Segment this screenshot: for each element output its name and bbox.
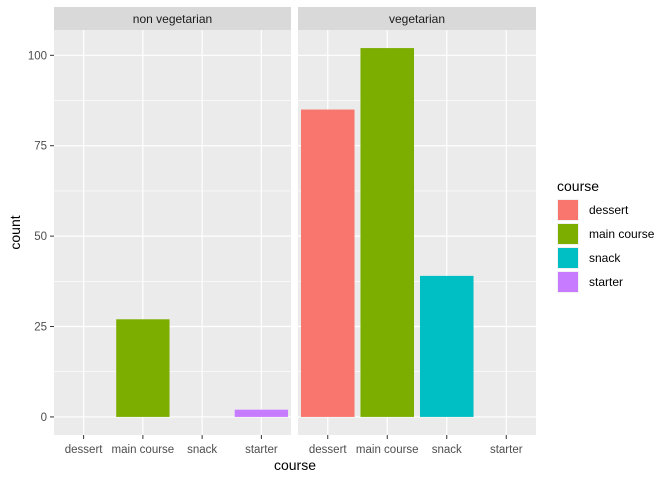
y-tick-label: 100: [28, 50, 47, 62]
x-axis-title: course: [274, 457, 316, 473]
facet-strip-label: non vegetarian: [133, 12, 212, 26]
facet-strip: [54, 7, 291, 30]
y-tick-label: 0: [41, 412, 47, 424]
x-tick-label: starter: [245, 444, 278, 456]
legend-label: snack: [589, 251, 621, 265]
bar-snack: [419, 275, 474, 417]
panel-background: [54, 30, 291, 435]
bar-main-course: [116, 319, 170, 417]
legend-label: main course: [589, 227, 655, 241]
legend-key-swatch: [558, 272, 578, 292]
legend-key-swatch: [558, 200, 578, 220]
y-tick-label: 75: [34, 141, 47, 153]
bar-main-course: [360, 48, 415, 417]
x-tick-label: snack: [187, 444, 217, 456]
x-tick-label: dessert: [309, 444, 348, 456]
bar-dessert: [300, 109, 355, 417]
facet-strip-label: vegetarian: [389, 12, 445, 26]
x-tick-label: snack: [432, 444, 462, 456]
x-tick-label: dessert: [65, 444, 104, 456]
y-axis-title: count: [7, 215, 23, 249]
y-tick-label: 50: [34, 231, 47, 243]
bar-starter: [234, 409, 289, 417]
legend-key-swatch: [558, 248, 578, 268]
legend-label: dessert: [589, 203, 629, 217]
legend-key-swatch: [558, 224, 578, 244]
x-tick-label: main course: [356, 444, 419, 456]
x-tick-label: main course: [112, 444, 175, 456]
legend-title: course: [557, 178, 599, 194]
legend-label: starter: [589, 275, 623, 289]
x-tick-label: starter: [490, 444, 523, 456]
facet-strip: [298, 7, 536, 30]
y-tick-label: 25: [34, 322, 47, 334]
